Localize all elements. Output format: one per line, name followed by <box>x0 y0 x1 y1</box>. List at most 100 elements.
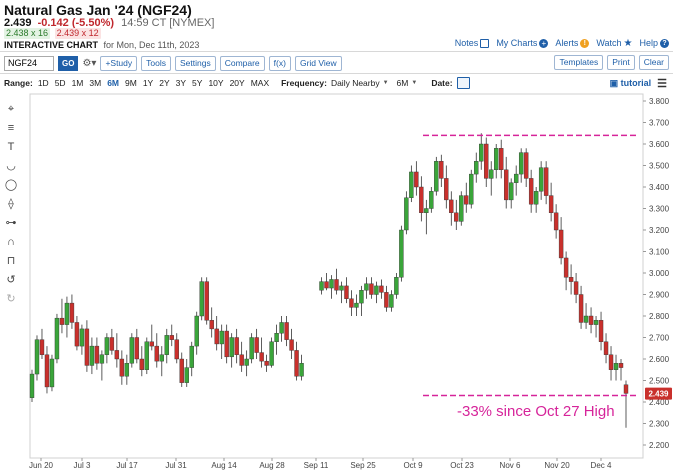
candle-body <box>588 315 594 325</box>
menu-icon[interactable]: ☰ <box>657 78 667 90</box>
candle-body <box>439 160 444 179</box>
range-option-3m[interactable]: 3M <box>89 78 102 88</box>
gear-icon[interactable]: ⚙▾ <box>82 57 97 69</box>
price-change: -0.142 (-5.50%) <box>37 17 115 29</box>
candle-body <box>623 384 629 394</box>
candle-body <box>189 345 194 368</box>
path-icon[interactable]: ⟠ <box>8 198 14 210</box>
x-tick-label: Oct 23 <box>450 461 474 470</box>
clear-button[interactable]: Clear <box>638 55 669 70</box>
x-tick-label: Aug 14 <box>211 461 237 470</box>
help-link[interactable]: Help? <box>639 38 669 48</box>
crosshair-icon[interactable]: ⌖ <box>7 103 15 115</box>
x-tick-label: Aug 28 <box>259 461 285 470</box>
y-tick-label: 2.900 <box>649 291 670 300</box>
divider <box>0 51 673 52</box>
range-option-6m[interactable]: 6M <box>107 78 119 88</box>
range-option-5y[interactable]: 5Y <box>192 78 203 88</box>
y-tick-label: 2.200 <box>649 441 670 450</box>
fx-button[interactable]: f(x) <box>268 55 291 71</box>
range-option-3y[interactable]: 3Y <box>175 78 187 88</box>
subtitle-date: for Mon, Dec 11th, 2023 <box>103 40 200 50</box>
range-option-10y[interactable]: 10Y <box>208 78 224 88</box>
curve-icon[interactable]: ◡ <box>6 160 16 172</box>
frequency-value: Daily Nearby <box>330 78 380 88</box>
candle-body <box>434 160 439 192</box>
lock-icon[interactable]: ⊓ <box>6 255 16 267</box>
tools-button[interactable]: Tools <box>141 55 171 71</box>
circle-icon[interactable]: ◯ <box>4 179 18 191</box>
watch-link[interactable]: Watch ★ <box>596 38 632 48</box>
fib-icon[interactable]: ≡ <box>7 122 15 134</box>
y-tick-label: 2.800 <box>649 312 670 321</box>
tutorial-area: ▣ tutorial ☰ <box>610 77 667 90</box>
range-option-20y[interactable]: 20Y <box>229 78 245 88</box>
y-tick-label: 2.700 <box>649 334 670 343</box>
redo-icon[interactable]: ↻ <box>6 293 16 305</box>
frequency-select[interactable]: Daily Nearby ▼ <box>331 78 389 88</box>
candle-body <box>349 298 354 308</box>
go-button[interactable]: GO <box>58 55 79 71</box>
candle-body <box>219 330 224 345</box>
range-option-max[interactable]: MAX <box>250 78 270 88</box>
candle-body <box>479 143 484 162</box>
drawing-tools: ⌖ ≡ T ◡ ◯ ⟠ ⊶ ∩ ⊓ ↺ ↻ <box>4 100 18 309</box>
undo-icon[interactable]: ↺ <box>6 274 16 286</box>
divider <box>0 73 673 74</box>
candle-body <box>379 285 384 293</box>
candle-body <box>234 337 239 355</box>
print-button[interactable]: Print <box>607 55 635 70</box>
my-charts-link[interactable]: My Charts + <box>496 38 549 48</box>
candle-body <box>513 173 519 183</box>
candle-body <box>284 322 289 340</box>
text-icon[interactable]: T <box>7 141 15 153</box>
y-tick-label: 3.100 <box>649 248 670 257</box>
notes-link[interactable]: Notes <box>455 38 490 48</box>
settings-button[interactable]: Settings <box>174 55 216 71</box>
alerts-link[interactable]: Alerts! <box>555 38 590 48</box>
candle-body <box>329 279 334 289</box>
candle-body <box>548 195 554 214</box>
candle-body <box>194 315 199 347</box>
tutorial-link[interactable]: ▣ tutorial <box>610 78 652 89</box>
my-charts-label: My Charts <box>496 38 538 48</box>
candle-body <box>389 294 394 308</box>
period-value: 6M <box>396 78 409 88</box>
calendar-icon[interactable] <box>456 77 470 89</box>
symbol-input[interactable] <box>4 55 54 71</box>
pattern-icon[interactable]: ⊶ <box>5 217 17 229</box>
compare-button[interactable]: Compare <box>219 55 265 71</box>
range-option-9m[interactable]: 9M <box>125 78 137 88</box>
range-option-1y[interactable]: 1Y <box>142 78 154 88</box>
magnet-icon[interactable]: ∩ <box>7 236 15 248</box>
candle-body <box>444 178 449 201</box>
range-option-1m[interactable]: 1M <box>71 78 84 88</box>
candle-body <box>354 302 359 308</box>
x-tick-label: Sep 11 <box>304 461 329 470</box>
help-icon: ? <box>660 38 669 48</box>
help-label: Help <box>639 38 658 48</box>
candle-body <box>553 212 559 231</box>
add-study-button[interactable]: +Study <box>100 55 138 71</box>
candle-body <box>89 345 95 366</box>
period-select[interactable]: 6M ▼ <box>397 78 418 88</box>
candle-body <box>469 173 474 205</box>
quote-time: 14:59 CT [NYMEX] <box>121 17 215 29</box>
subtitle-label: INTERACTIVE CHART <box>4 40 98 50</box>
templates-button[interactable]: Templates <box>554 55 604 70</box>
candle-body <box>319 281 324 291</box>
candle-body <box>84 328 90 366</box>
grid-view-button[interactable]: Grid View <box>294 55 342 71</box>
candle-body <box>563 257 569 278</box>
range-option-1d[interactable]: 1D <box>37 78 49 88</box>
candle-body <box>224 330 229 358</box>
candle-body <box>359 290 364 304</box>
candle-body <box>94 345 100 364</box>
candle-body <box>374 285 379 295</box>
y-tick-label: 3.600 <box>649 140 670 149</box>
range-option-5d[interactable]: 5D <box>54 78 66 88</box>
candle-body <box>79 328 85 347</box>
camera-icon: ▣ <box>609 78 619 88</box>
range-option-2y[interactable]: 2Y <box>159 78 170 88</box>
